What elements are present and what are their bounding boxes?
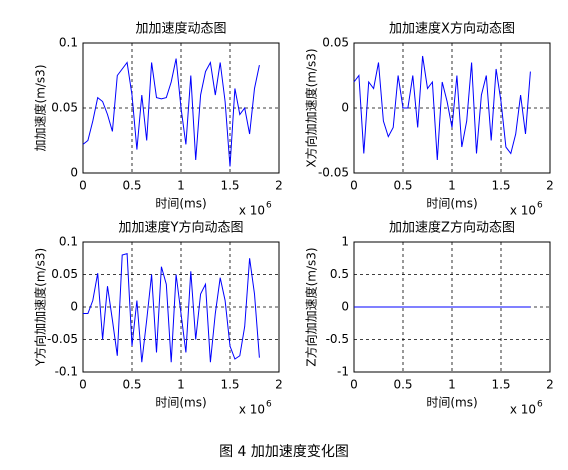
x-tick-label: 2 <box>546 179 554 193</box>
y-axis-label: Y方向加加速度(m/s3) <box>33 248 48 367</box>
chart-title: 加加速度Y方向动态图 <box>119 220 244 236</box>
y-axis-label: X方向加加速度(m/s3) <box>304 48 319 167</box>
y-tick-label: -0.1 <box>55 365 78 379</box>
y-axis-label: Z方向加加速度(m/s3) <box>304 247 319 366</box>
x-exponent: 6 <box>266 201 272 211</box>
data-line <box>83 253 260 363</box>
x-tick-label: 2 <box>546 378 554 392</box>
x-tick-label: 1 <box>448 378 456 392</box>
y-tick-label: -0.5 <box>326 332 349 346</box>
x-tick-label: 2 <box>275 179 283 193</box>
x-tick-label: 2 <box>275 378 283 392</box>
x-tick-label: 1.5 <box>491 179 510 193</box>
x-tick-label: 0 <box>350 378 358 392</box>
x-tick-label: 0.5 <box>122 179 141 193</box>
x-tick-label: 0 <box>79 378 87 392</box>
x-tick-label: 0 <box>79 179 87 193</box>
x-tick-label: 1.5 <box>220 378 239 392</box>
y-tick-label: 1 <box>341 235 349 249</box>
x-tick-label: 0.5 <box>122 378 141 392</box>
x-tick-label: 0.5 <box>393 179 412 193</box>
x-axis-label: 时间(ms) <box>426 197 477 211</box>
x-tick-label: 1.5 <box>491 378 510 392</box>
x-axis-label: 时间(ms) <box>155 197 206 211</box>
y-tick-label: 0 <box>341 300 349 314</box>
data-line <box>353 55 531 161</box>
y-tick-label: 0 <box>341 101 349 115</box>
chart-title: 加加速度X方向动态图 <box>389 21 515 37</box>
x-exponent: 6 <box>537 400 543 410</box>
x-multiplier: x 10 <box>510 204 536 218</box>
y-tick-label: 0.1 <box>59 36 78 50</box>
y-tick-label: 0.05 <box>322 36 349 50</box>
x-axis-label: 时间(ms) <box>155 396 206 410</box>
x-tick-label: 1 <box>177 179 185 193</box>
y-tick-label: 0.05 <box>51 101 78 115</box>
x-multiplier: x 10 <box>239 403 265 417</box>
caption: 图 4 加加速度变化图 <box>219 444 349 460</box>
y-tick-label: -0.05 <box>318 166 349 180</box>
x-tick-label: 1 <box>177 378 185 392</box>
x-tick-label: 0.5 <box>393 378 412 392</box>
x-multiplier: x 10 <box>510 403 536 417</box>
data-line <box>82 58 260 167</box>
x-tick-label: 0 <box>350 179 358 193</box>
x-tick-label: 1 <box>448 179 456 193</box>
y-tick-label: 0.05 <box>51 267 78 281</box>
chart-title: 加加速度Z方向动态图 <box>389 220 515 236</box>
y-tick-label: 0 <box>70 300 78 314</box>
y-tick-label: 0.5 <box>330 267 349 281</box>
x-axis-label: 时间(ms) <box>426 396 477 410</box>
y-tick-label: 0.1 <box>59 235 78 249</box>
y-tick-label: -0.05 <box>47 332 78 346</box>
x-multiplier: x 10 <box>239 204 265 218</box>
y-tick-label: -1 <box>337 365 349 379</box>
y-tick-label: 0 <box>70 166 78 180</box>
x-tick-label: 1.5 <box>220 179 239 193</box>
x-exponent: 6 <box>266 400 272 410</box>
y-axis-label: 加加速度(m/s3) <box>33 65 48 152</box>
chart-title: 加加速度动态图 <box>135 21 226 37</box>
x-exponent: 6 <box>537 201 543 211</box>
